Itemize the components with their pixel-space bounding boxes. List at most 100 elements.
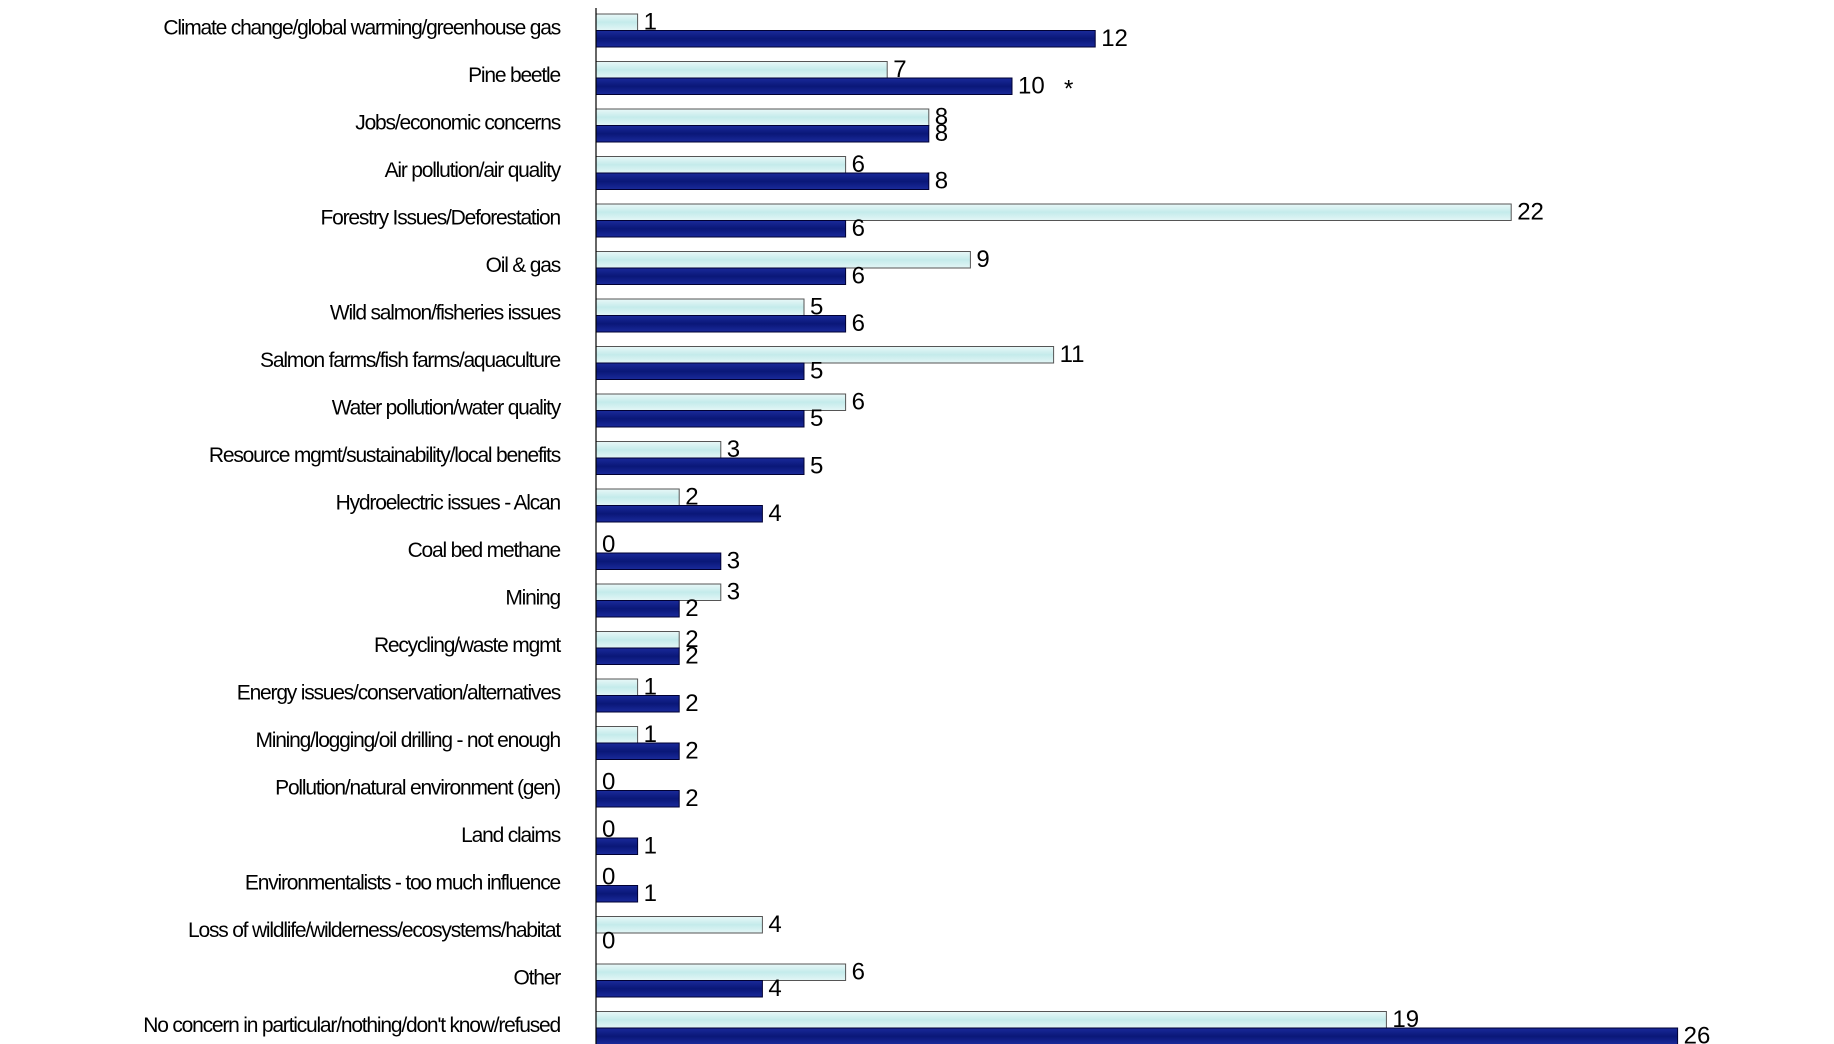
category-label: Water pollution/water quality	[332, 397, 562, 420]
data-label: 1	[644, 721, 657, 748]
significance-marker: *	[1064, 76, 1073, 103]
data-label: 5	[810, 405, 823, 432]
bar-series-2	[595, 125, 930, 143]
bar-series-1	[595, 346, 1055, 364]
data-label: 6	[852, 310, 865, 337]
bar-series-1	[595, 583, 722, 601]
data-label: 8	[935, 104, 948, 131]
data-label: 6	[852, 151, 865, 178]
data-label: 6	[852, 389, 865, 416]
data-label: 1	[644, 833, 657, 860]
bar-series-2	[595, 410, 805, 428]
category-label: Salmon farms/fish farms/aquaculture	[260, 349, 560, 372]
bar-series-1	[595, 298, 805, 316]
data-label: 5	[810, 453, 823, 480]
bar-series-1	[595, 156, 847, 174]
data-label: 2	[685, 626, 698, 653]
category-label: Mining	[505, 587, 560, 610]
value-labels: 1127108868226965611565352403322212120201…	[602, 9, 1710, 1044]
category-label: Land claims	[461, 824, 561, 847]
data-label: 0	[602, 769, 615, 796]
data-label: 2	[685, 785, 698, 812]
category-label: Recycling/waste mgmt	[374, 634, 561, 657]
bar-series-2	[595, 600, 680, 618]
data-label: 2	[685, 484, 698, 511]
bar-series-1	[595, 393, 847, 411]
category-label: Oil & gas	[486, 254, 561, 277]
data-label: 0	[602, 864, 615, 891]
bar-series-2	[595, 1027, 1679, 1044]
category-labels: Climate change/global warming/greenhouse…	[143, 17, 563, 1038]
bar-series-2	[595, 980, 763, 998]
category-label: Jobs/economic concerns	[355, 112, 560, 135]
data-label: 0	[602, 531, 615, 558]
category-label: Forestry Issues/Deforestation	[321, 207, 561, 230]
bar-series-2	[595, 315, 847, 333]
bar-series-2	[595, 172, 930, 190]
category-label: Other	[513, 967, 561, 990]
data-label: 3	[727, 548, 740, 575]
bar-series-2	[595, 30, 1096, 48]
category-label: Climate change/global warming/greenhouse…	[163, 17, 560, 40]
data-label: 12	[1101, 25, 1128, 52]
data-label: 10	[1018, 73, 1045, 100]
category-label: Hydroelectric issues - Alcan	[336, 492, 561, 515]
data-label: 9	[976, 246, 989, 273]
bar-series-1	[595, 13, 639, 31]
bar-series-1	[595, 61, 888, 79]
bar-series-2	[595, 362, 805, 380]
bar-series-1	[595, 726, 639, 744]
data-label: 22	[1517, 199, 1544, 226]
bar-series-1	[595, 631, 680, 649]
category-label: No concern in particular/nothing/don't k…	[143, 1014, 560, 1037]
bar-series-1	[595, 108, 930, 126]
data-label: 1	[644, 674, 657, 701]
data-label: 3	[727, 436, 740, 463]
data-label: 6	[852, 263, 865, 290]
data-label: 4	[768, 911, 781, 938]
data-label: 5	[810, 294, 823, 321]
bars	[595, 13, 1679, 1044]
data-label: 5	[810, 358, 823, 385]
data-label: 1	[644, 880, 657, 907]
category-label: Pollution/natural environment (gen)	[275, 777, 560, 800]
category-label: Resource mgmt/sustainability/local benef…	[209, 444, 561, 467]
data-label: 26	[1684, 1023, 1711, 1044]
bar-series-2	[595, 220, 847, 238]
data-label: 3	[727, 579, 740, 606]
bar-series-2	[595, 77, 1013, 95]
bar-series-2	[595, 267, 847, 285]
data-label: 6	[852, 959, 865, 986]
bar-series-1	[595, 251, 971, 269]
category-label: Mining/logging/oil drilling - not enough	[255, 729, 560, 752]
data-label: 1	[644, 9, 657, 36]
bar-series-2	[595, 505, 763, 523]
data-label: 7	[893, 56, 906, 83]
data-label: 19	[1392, 1006, 1419, 1033]
data-label: 8	[935, 168, 948, 195]
category-label: Wild salmon/fisheries issues	[330, 302, 561, 325]
bar-series-2	[595, 457, 805, 475]
category-label: Coal bed methane	[408, 539, 561, 562]
bar-series-1	[595, 963, 847, 981]
bar-series-2	[595, 647, 680, 665]
bar-series-1	[595, 488, 680, 506]
data-label: 0	[602, 928, 615, 955]
data-label: 2	[685, 595, 698, 622]
data-label: 8	[935, 120, 948, 147]
data-label: 4	[768, 975, 781, 1002]
bar-series-2	[595, 742, 680, 760]
category-label: Environmentalists - too much influence	[245, 872, 561, 895]
bar-series-1	[595, 203, 1512, 221]
bar-series-1	[595, 1011, 1387, 1029]
bar-series-1	[595, 678, 639, 696]
data-label: 2	[685, 643, 698, 670]
category-label: Energy issues/conservation/alternatives	[237, 682, 561, 705]
category-label: Pine beetle	[468, 64, 560, 87]
data-label: 11	[1060, 341, 1085, 368]
data-label: 4	[768, 500, 781, 527]
data-label: 2	[685, 690, 698, 717]
bar-series-1	[595, 916, 763, 934]
bar-series-1	[595, 441, 722, 459]
